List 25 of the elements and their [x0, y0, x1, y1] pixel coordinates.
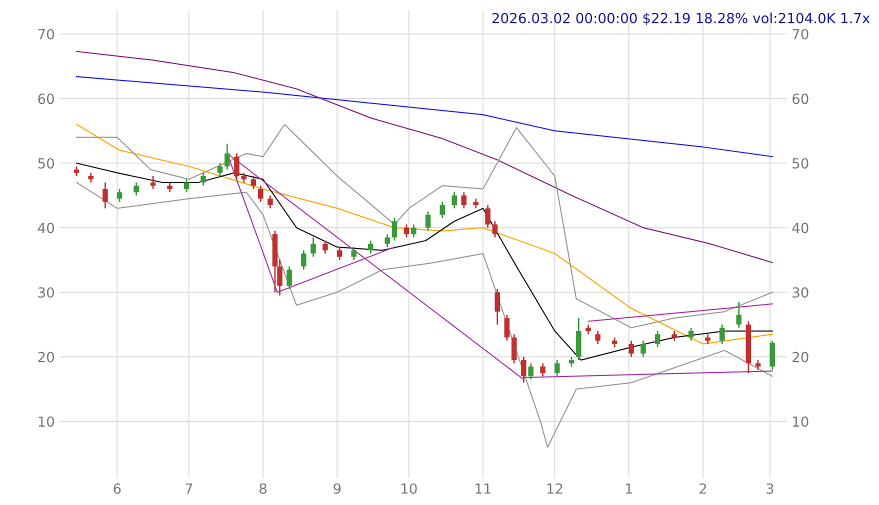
- y-tick-label: 50: [38, 158, 54, 169]
- x-tick-label: 3: [766, 483, 774, 494]
- y2-tick-label: 20: [792, 352, 808, 362]
- y2-tick-label: 10: [793, 416, 808, 427]
- chart-title: 2026.03.02 00:00:00 $22.19 18.28% vol:2104.0K 1.7x: [492, 12, 870, 26]
- y-tick-label: 70: [38, 28, 54, 40]
- x-tick-label: 12: [547, 483, 562, 494]
- y-tick-label: 40: [38, 222, 54, 234]
- y-tick-label: 60: [38, 94, 54, 104]
- y2-tick-label: 40: [792, 222, 808, 234]
- x-tick-label: 10: [402, 483, 417, 494]
- x-tick-label: 8: [260, 483, 266, 494]
- x-tick-label: 9: [334, 483, 341, 494]
- x-tick-label: 11: [476, 484, 491, 494]
- x-tick-label: 7: [186, 484, 192, 494]
- x-tick-label: 2: [700, 483, 706, 494]
- y-tick-label: 20: [38, 352, 54, 362]
- y-tick-label: 30: [38, 287, 54, 298]
- y2-tick-label: 30: [792, 287, 808, 298]
- y2-tick-label: 50: [792, 158, 808, 169]
- y-tick-label: 10: [38, 416, 54, 427]
- x-tick-label: 1: [626, 484, 632, 494]
- y2-tick-label: 60: [792, 94, 808, 104]
- x-tick-label: 6: [114, 483, 121, 494]
- y2-tick-label: 70: [792, 28, 808, 40]
